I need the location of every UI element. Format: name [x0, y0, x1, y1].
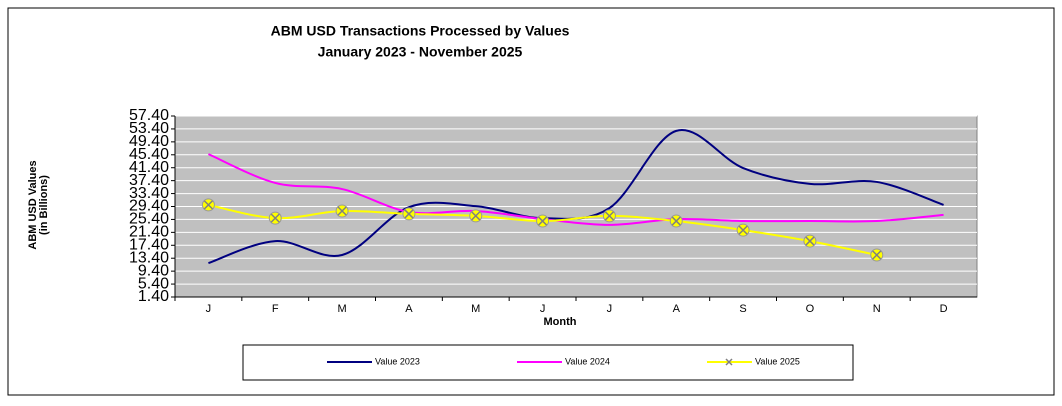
y-tick-label: 37.40	[129, 172, 169, 189]
y-tick-label: 25.40	[129, 211, 169, 228]
y-axis-unit: (in Billions)	[38, 175, 50, 235]
y-tick-label: 29.40	[129, 198, 169, 215]
y-axis-label: ABM USD Values	[27, 160, 39, 249]
y-tick-label: 41.40	[129, 159, 169, 176]
y-tick-label: 33.40	[129, 185, 169, 202]
point-cross	[671, 216, 681, 226]
x-tick-label: A	[405, 303, 413, 315]
y-tick-label: 13.40	[129, 249, 169, 266]
x-tick-label: O	[806, 303, 815, 315]
y-tick-label: 9.40	[138, 262, 169, 279]
legend-label: Value 2023	[375, 356, 420, 366]
x-tick-label: J	[206, 303, 212, 315]
y-tick-label: 57.40	[129, 107, 169, 124]
x-tick-label: J	[607, 303, 613, 315]
point-cross	[337, 206, 347, 216]
legend-label: Value 2024	[565, 356, 610, 366]
legend-label: Value 2025	[755, 356, 800, 366]
y-tick-label: 17.40	[129, 237, 169, 254]
point-cross	[471, 211, 481, 221]
x-tick-label: M	[471, 303, 480, 315]
chart-title: ABM USD Transactions Processed by Values	[271, 23, 570, 39]
point-cross	[604, 211, 614, 221]
point-cross	[805, 236, 815, 246]
x-axis-label: Month	[544, 316, 577, 328]
y-tick-label: 49.40	[129, 133, 169, 150]
y-tick-label: 1.40	[138, 288, 169, 305]
y-tick-label: 53.40	[129, 120, 169, 137]
legend-marker	[725, 358, 733, 366]
chart-subtitle: January 2023 - November 2025	[318, 44, 523, 60]
point-cross	[872, 250, 882, 260]
series-line	[208, 153, 944, 226]
y-tick-label: 45.40	[129, 146, 169, 163]
y-tick-label: 5.40	[138, 275, 169, 292]
x-tick-label: M	[337, 303, 346, 315]
point-cross	[738, 225, 748, 235]
x-tick-label: D	[940, 303, 948, 315]
point-cross	[270, 213, 280, 223]
point-cross	[538, 216, 548, 226]
x-tick-label: F	[272, 303, 279, 315]
x-tick-label: A	[673, 303, 681, 315]
point-cross	[404, 209, 414, 219]
y-tick-label: 21.40	[129, 224, 169, 241]
x-tick-label: S	[739, 303, 746, 315]
point-cross	[203, 200, 213, 210]
x-tick-label: J	[540, 303, 546, 315]
x-tick-label: N	[873, 303, 881, 315]
